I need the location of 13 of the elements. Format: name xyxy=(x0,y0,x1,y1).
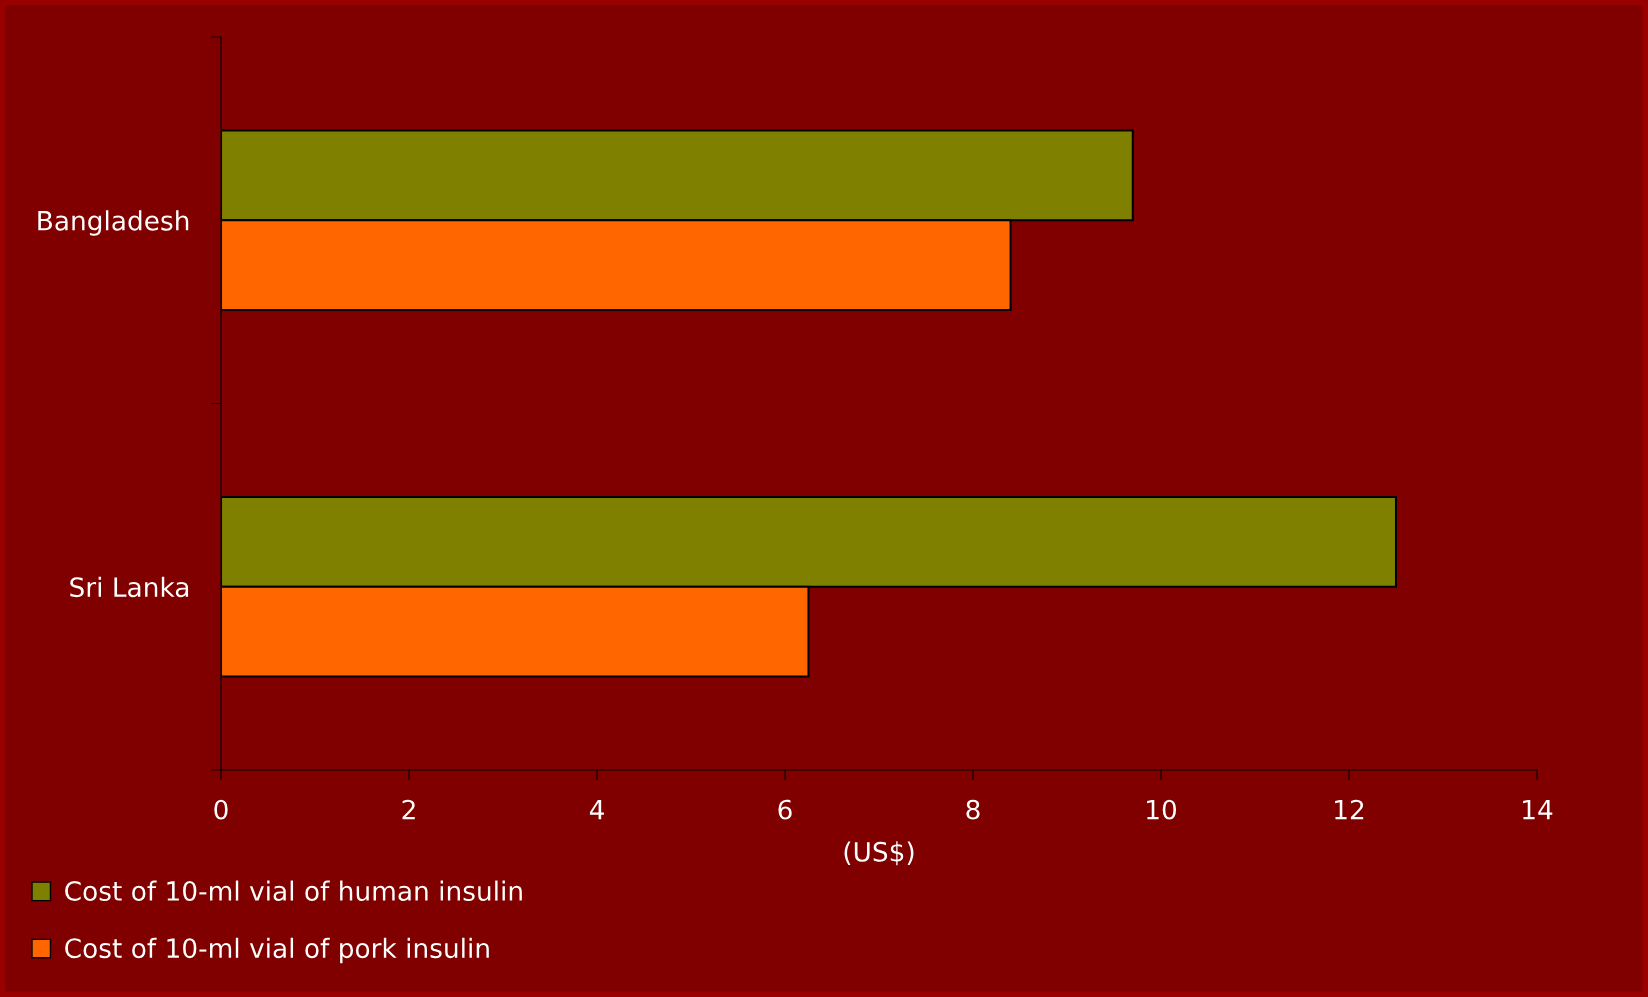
x-tick-label: 14 xyxy=(1523,799,1553,820)
legend-label: Cost of 10-ml vial of human insulin xyxy=(65,880,522,901)
x-tick-label: 8 xyxy=(966,799,980,820)
y-tick-label: Bangladesh xyxy=(38,210,189,236)
x-axis-title: (US$) xyxy=(844,841,914,866)
x-tick-label: 2 xyxy=(402,799,415,820)
legend-label: Cost of 10-ml vial of pork insulin xyxy=(65,937,489,964)
x-tick-label: 0 xyxy=(214,799,228,820)
y-tick-label: Sri Lanka xyxy=(70,576,189,598)
x-tick-label: 4 xyxy=(589,799,604,820)
x-tick-label: 12 xyxy=(1335,799,1364,820)
x-tick-label: 10 xyxy=(1147,799,1177,820)
x-tick-label: 6 xyxy=(778,799,792,820)
